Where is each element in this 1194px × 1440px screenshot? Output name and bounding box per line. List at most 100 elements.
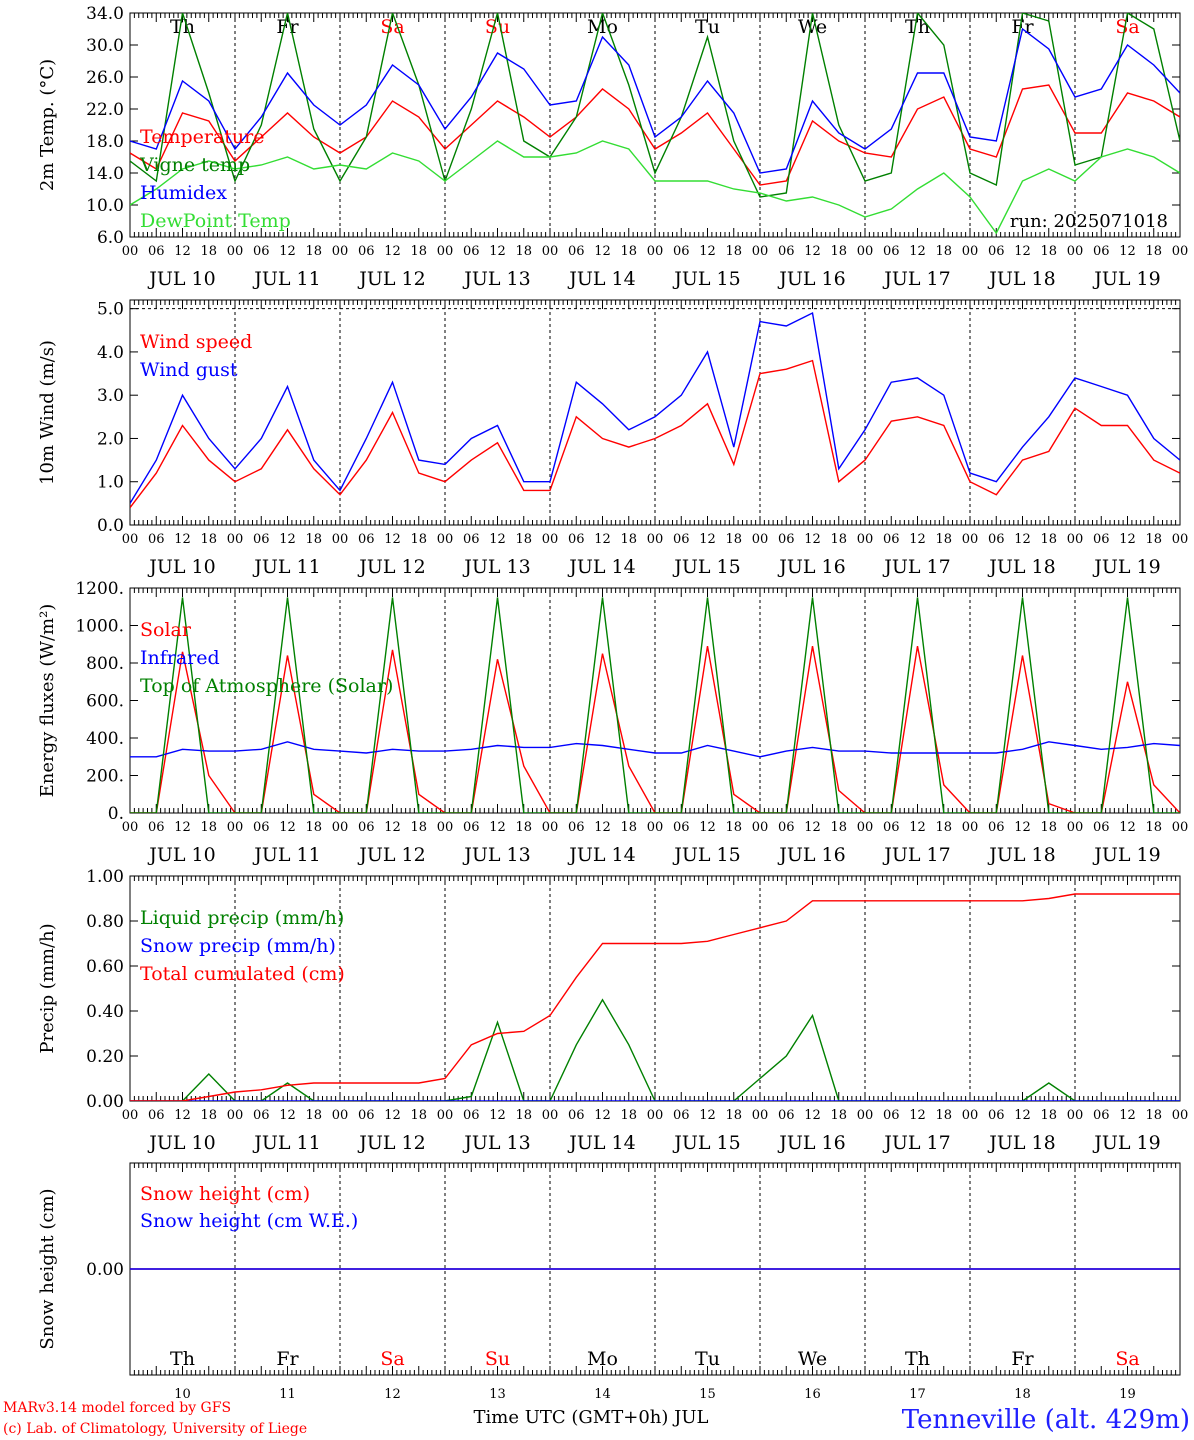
date-label: JUL 19 (1092, 556, 1160, 578)
hour-label: 18 (725, 532, 742, 547)
date-label: JUL 13 (462, 1132, 530, 1154)
hour-label: 12 (279, 1108, 296, 1123)
hour-label: 18 (1040, 532, 1057, 547)
panels: 6.0 10.0 14.0 18.0 22.0 26.0 30.0 34.0 2m Temp. … (37, 4, 1188, 1402)
series-solar (130, 645, 1180, 813)
date-label: JUL 19 (1092, 1132, 1160, 1154)
hour-label: 00 (962, 820, 979, 835)
hour-label: 00 (647, 532, 664, 547)
weekday-label: Su (485, 1348, 510, 1370)
hour-label: 18 (1040, 244, 1057, 259)
hour-label: 06 (253, 1108, 270, 1123)
hour-label: 12 (699, 820, 716, 835)
weekday-label: Fr (276, 1348, 299, 1370)
hour-label: 12 (699, 532, 716, 547)
day-number-label: 11 (279, 1387, 296, 1402)
hour-label: 00 (857, 1108, 874, 1123)
hour-label: 00 (1067, 244, 1084, 259)
legend-entry: Top of Atmosphere (Solar) (140, 675, 393, 697)
hour-label: 00 (1172, 820, 1189, 835)
y-tick-label: 0.00 (86, 1092, 124, 1112)
hour-label: 06 (253, 244, 270, 259)
footer-station: Tenneville (alt. 429m) (902, 1405, 1190, 1435)
y-tick-label: 6.0 (97, 228, 124, 248)
hour-label: 18 (515, 532, 532, 547)
hour-label: 12 (279, 820, 296, 835)
hour-label: 12 (174, 532, 191, 547)
weekday-label: Tu (695, 1348, 720, 1370)
date-label: JUL 12 (357, 268, 425, 290)
hour-label: 12 (489, 244, 506, 259)
hour-label: 00 (332, 244, 349, 259)
hour-label: 12 (489, 820, 506, 835)
hour-label: 00 (857, 532, 874, 547)
hour-label: 12 (279, 244, 296, 259)
hour-label: 12 (909, 244, 926, 259)
hour-label: 06 (148, 244, 165, 259)
date-label: JUL 14 (567, 844, 635, 866)
hour-label: 06 (253, 532, 270, 547)
hour-label: 06 (358, 1108, 375, 1123)
hour-label: 06 (568, 244, 585, 259)
hour-label: 12 (594, 532, 611, 547)
day-number-label: 17 (909, 1387, 926, 1402)
hour-label: 00 (1172, 1108, 1189, 1123)
date-label: JUL 14 (567, 268, 635, 290)
hour-label: 06 (148, 1108, 165, 1123)
date-label: JUL 16 (777, 268, 845, 290)
date-label: JUL 17 (882, 844, 950, 866)
legend-entry: DewPoint Temp (140, 210, 291, 232)
date-label: JUL 17 (882, 556, 950, 578)
hour-label: 12 (384, 1108, 401, 1123)
y-tick-label: 2.0 (97, 429, 124, 449)
hour-label: 18 (200, 244, 217, 259)
date-label: JUL 17 (882, 1132, 950, 1154)
hour-label: 06 (358, 244, 375, 259)
day-number-label: 15 (699, 1387, 716, 1402)
hour-label: 18 (410, 820, 427, 835)
hour-label: 12 (594, 820, 611, 835)
hour-label: 00 (647, 244, 664, 259)
date-label: JUL 18 (987, 268, 1055, 290)
hour-label: 00 (1172, 532, 1189, 547)
series-total-cumulated-cm- (130, 893, 1180, 1101)
hour-label: 06 (778, 820, 795, 835)
hour-label: 00 (542, 244, 559, 259)
hour-label: 18 (620, 532, 637, 547)
hour-ticks (129, 588, 1181, 813)
day-number-label: 12 (384, 1387, 401, 1402)
hour-label: 00 (227, 532, 244, 547)
weekday-label: Th (170, 16, 195, 38)
hour-label: 18 (935, 1108, 952, 1123)
hour-label: 18 (410, 1108, 427, 1123)
date-label: JUL 11 (252, 1132, 320, 1154)
series-wind-gust (130, 311, 1180, 504)
y-tick-label: 1.0 (97, 473, 124, 493)
hour-label: 06 (778, 1108, 795, 1123)
y-tick-label: 3.0 (97, 386, 124, 406)
hour-label: 06 (673, 1108, 690, 1123)
hour-label: 18 (1145, 1108, 1162, 1123)
hour-label: 00 (542, 1108, 559, 1123)
hour-label: 18 (830, 532, 847, 547)
hour-label: 12 (1119, 532, 1136, 547)
hour-label: 06 (1093, 532, 1110, 547)
hour-label: 18 (725, 820, 742, 835)
hour-label: 00 (962, 1108, 979, 1123)
hour-label: 18 (1145, 244, 1162, 259)
hour-label: 00 (227, 244, 244, 259)
hour-label: 06 (568, 532, 585, 547)
panel-5: 0.00 Snow height (cm) Snow height (cm) Snow… (37, 1162, 1181, 1402)
hour-label: 18 (200, 532, 217, 547)
hour-label: 00 (122, 820, 139, 835)
hour-label: 12 (594, 1108, 611, 1123)
hour-label: 06 (463, 820, 480, 835)
hour-label: 18 (830, 820, 847, 835)
series-liquid-precip-mm-h- (130, 998, 1180, 1101)
hour-label: 12 (804, 244, 821, 259)
date-label: JUL 15 (672, 268, 740, 290)
hour-label: 06 (673, 532, 690, 547)
weekday-label: Fr (1011, 1348, 1034, 1370)
panel-2: 0.0 1.0 2.0 3.0 4.0 5.0 10m Wind (m/s) 00 06 12 18… (37, 299, 1189, 578)
